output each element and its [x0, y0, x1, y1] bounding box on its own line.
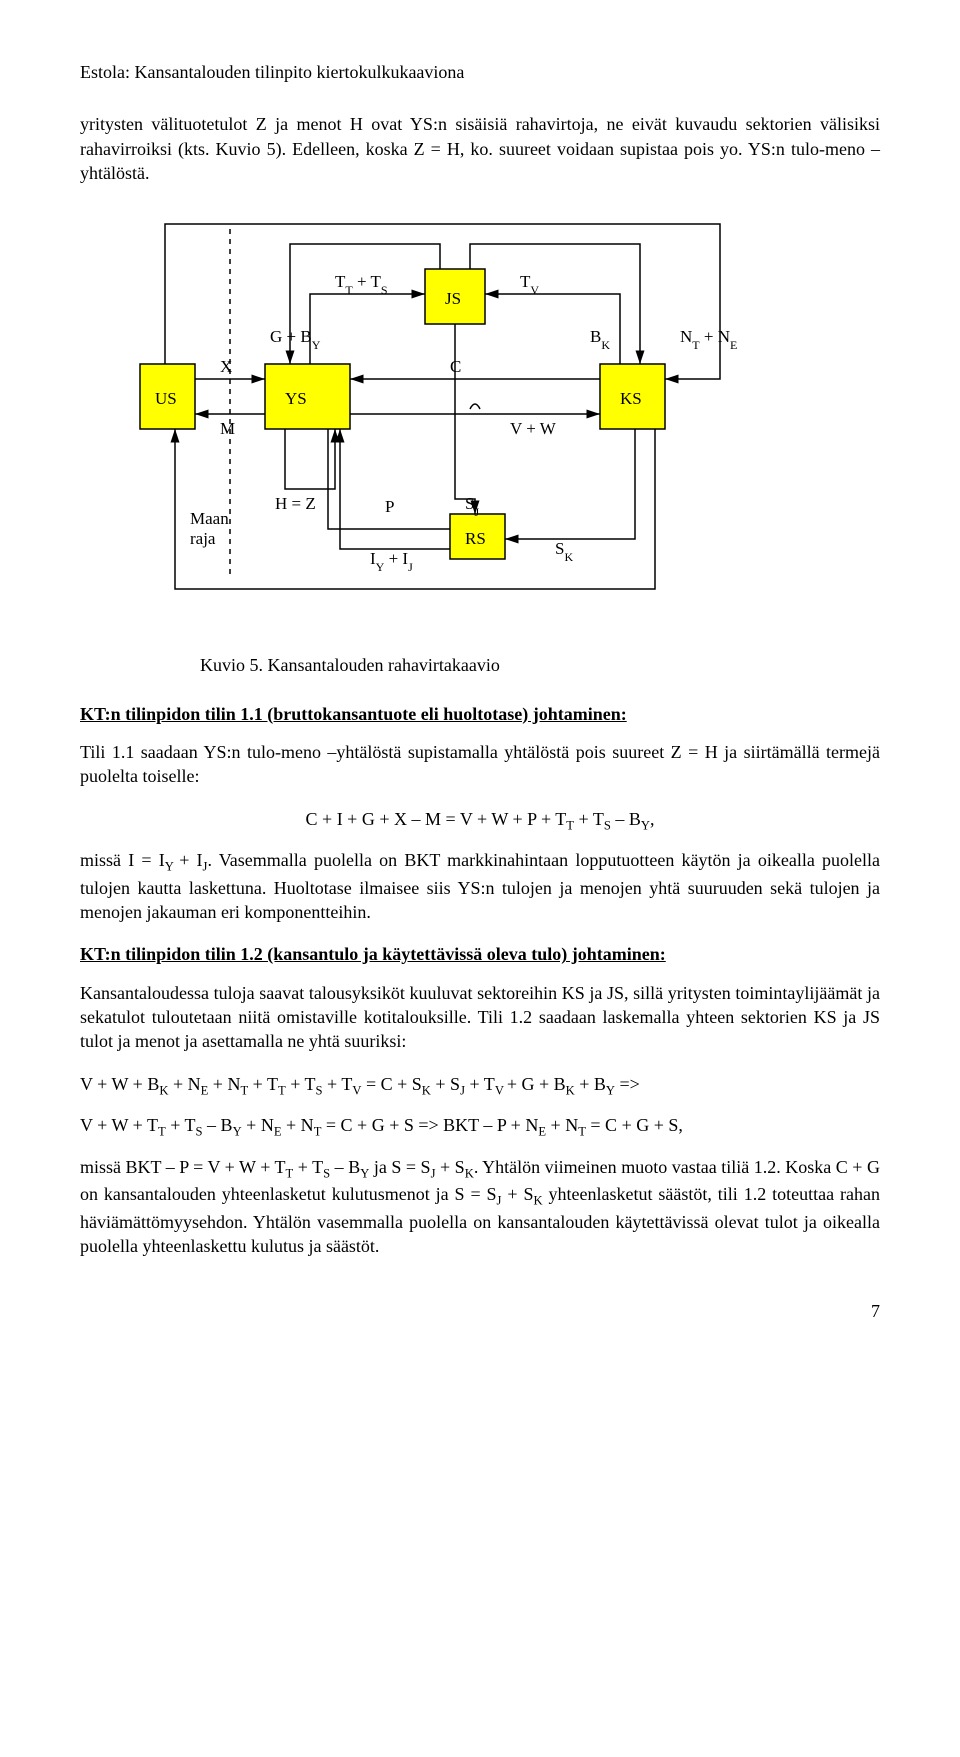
svg-text:SK: SK — [555, 539, 573, 564]
svg-text:NT + NE: NT + NE — [680, 327, 737, 352]
section2-title: KT:n tilinpidon tilin 1.2 (kansantulo ja… — [80, 942, 880, 966]
svg-text:raja: raja — [190, 529, 216, 548]
page-header: Estola: Kansantalouden tilinpito kiertok… — [80, 60, 880, 84]
svg-text:M: M — [220, 419, 235, 438]
section2-eq1: V + W + BK + NE + NT + TT + TS + TV = C … — [80, 1072, 880, 1100]
intro-paragraph: yritysten välituotetulot Z ja menot H ov… — [80, 112, 880, 185]
svg-text:X: X — [220, 357, 232, 376]
svg-text:IY + IJ: IY + IJ — [370, 549, 413, 574]
section1-p2: missä I = IY + IJ. Vasemmalla puolella o… — [80, 848, 880, 924]
svg-text:JS: JS — [445, 289, 461, 308]
svg-text:YS: YS — [285, 389, 307, 408]
section1-title: KT:n tilinpidon tilin 1.1 (bruttokansant… — [80, 702, 880, 726]
svg-text:H = Z: H = Z — [275, 494, 316, 513]
svg-text:BK: BK — [590, 327, 610, 352]
svg-text:Maan: Maan — [190, 509, 229, 528]
section2-eq2: V + W + TT + TS – BY + NE + NT = C + G +… — [80, 1113, 880, 1141]
section1-p1: Tili 1.1 saadaan YS:n tulo-meno –yhtälös… — [80, 740, 880, 789]
svg-text:P: P — [385, 497, 394, 516]
section2-p2: missä BKT – P = V + W + TT + TS – BY ja … — [80, 1155, 880, 1259]
svg-text:V + W: V + W — [510, 419, 557, 438]
svg-text:G + BY: G + BY — [270, 327, 321, 352]
figure-caption: Kuvio 5. Kansantalouden rahavirtakaavio — [200, 653, 880, 677]
svg-text:RS: RS — [465, 529, 486, 548]
section1-equation: C + I + G + X – M = V + W + P + TT + TS … — [80, 807, 880, 835]
svg-text:KS: KS — [620, 389, 642, 408]
flow-diagram: Maan raja US YS JS KS RS TT + TS TV G + … — [80, 209, 880, 625]
page-number: 7 — [80, 1299, 880, 1323]
svg-text:US: US — [155, 389, 177, 408]
section2-p1: Kansantaloudessa tuloja saavat talousyks… — [80, 981, 880, 1054]
